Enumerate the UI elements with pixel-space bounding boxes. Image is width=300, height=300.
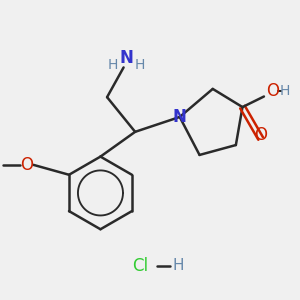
- Text: N: N: [173, 108, 187, 126]
- Text: Cl: Cl: [132, 256, 148, 274]
- Text: O: O: [20, 156, 33, 174]
- Text: O: O: [266, 82, 279, 100]
- Text: H: H: [280, 84, 290, 98]
- Text: H: H: [134, 58, 145, 72]
- Text: H: H: [172, 258, 184, 273]
- Text: N: N: [119, 49, 133, 67]
- Text: O: O: [254, 126, 267, 144]
- Text: H: H: [108, 58, 118, 72]
